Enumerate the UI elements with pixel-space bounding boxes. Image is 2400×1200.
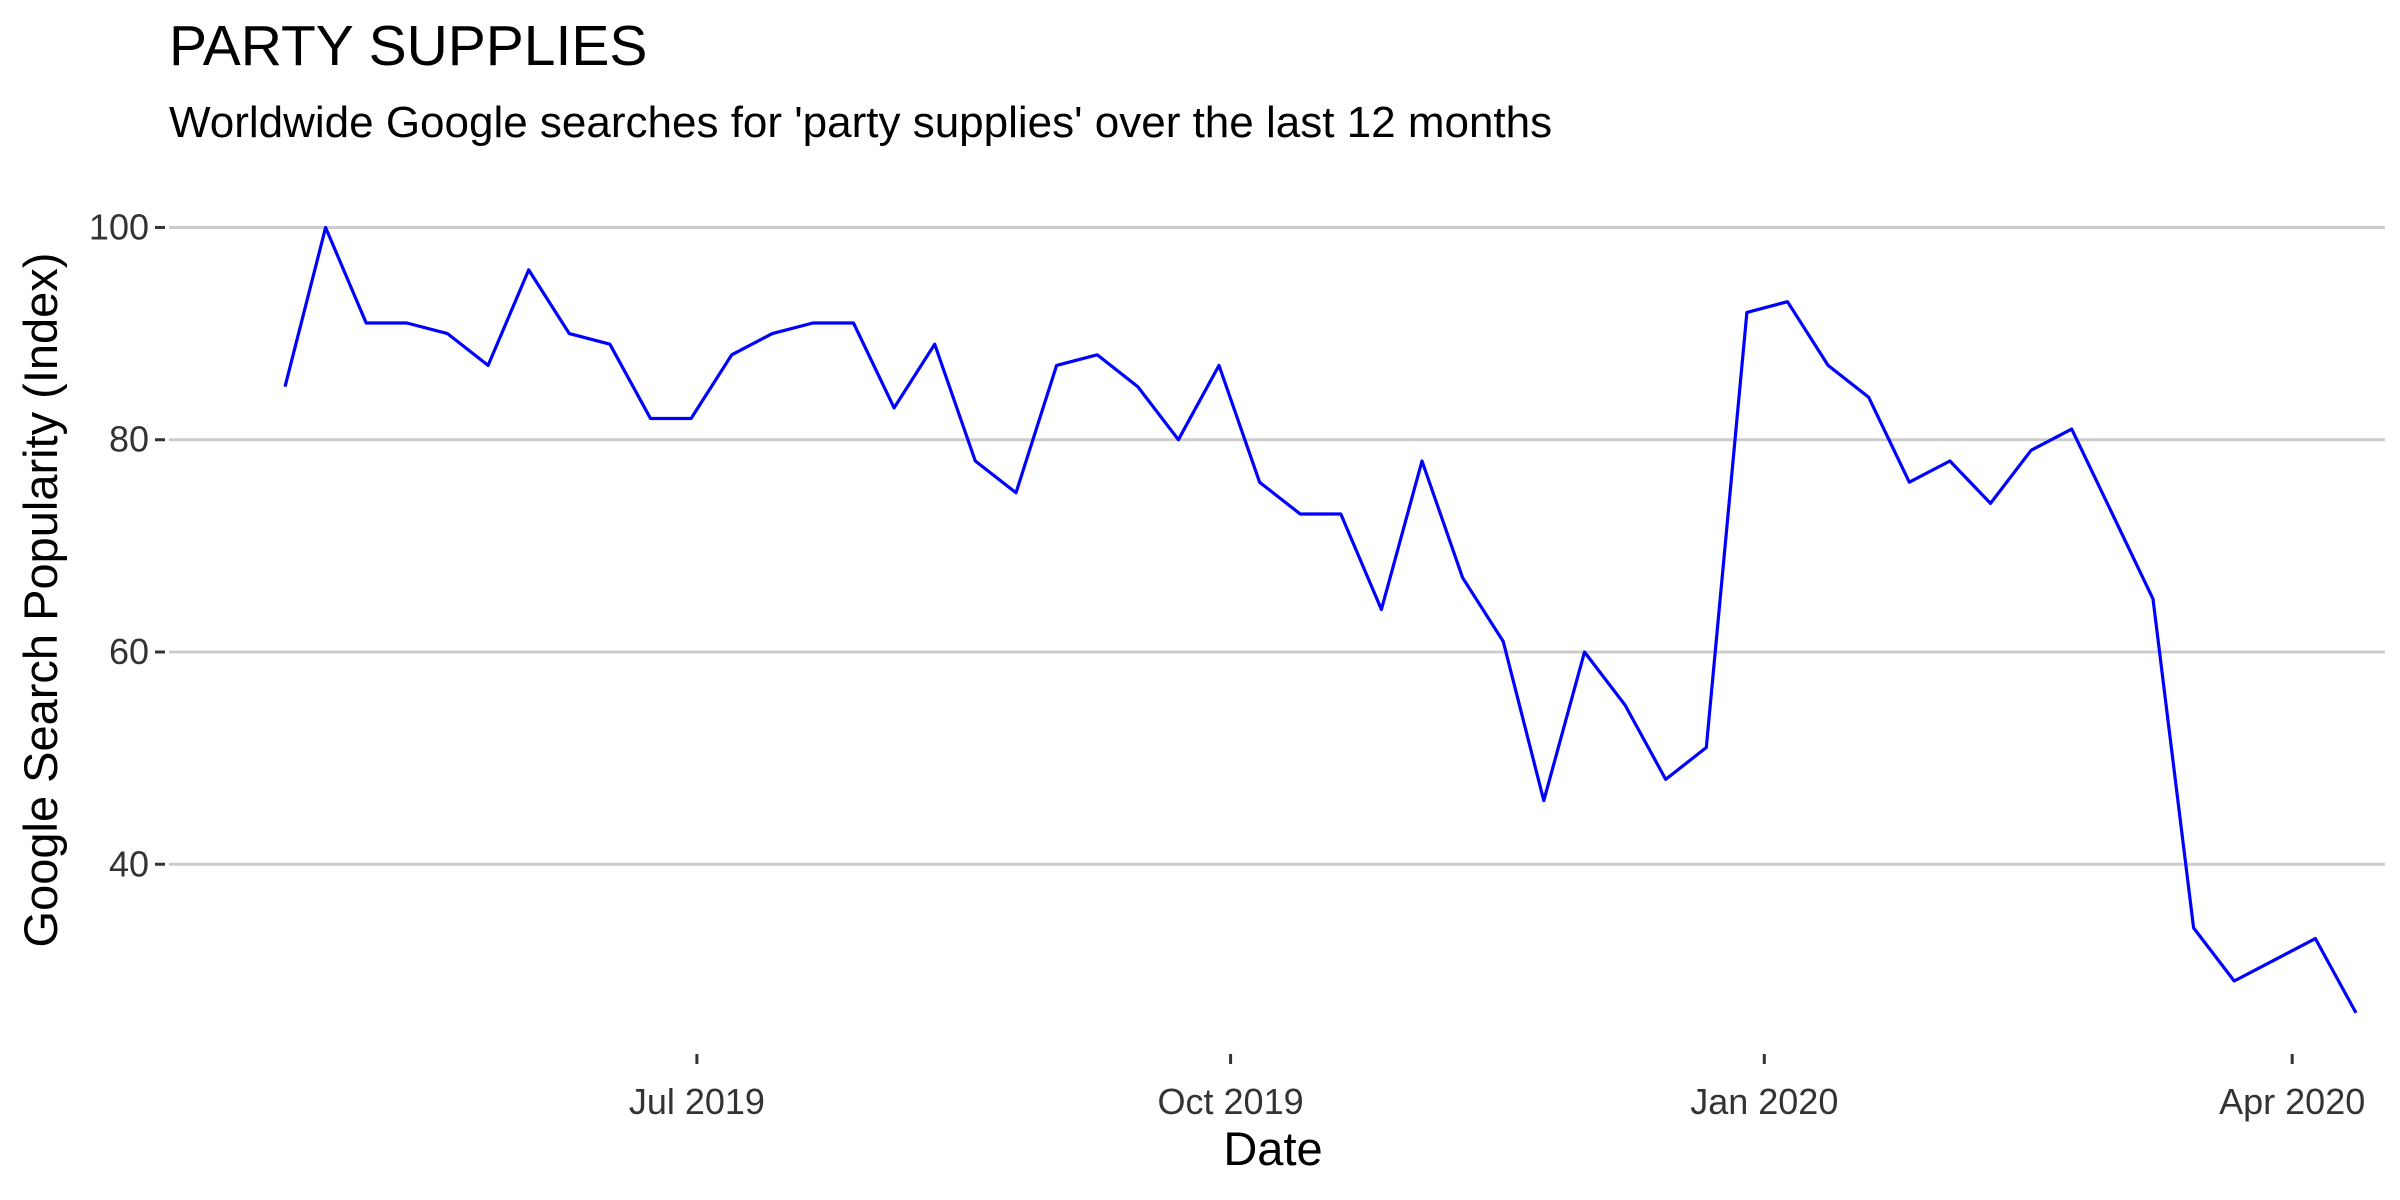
y-axis-title: Google Search Popularity (Index) [14, 253, 67, 948]
y-tick-label: 100 [89, 206, 149, 247]
x-tick-label: Jul 2019 [629, 1081, 765, 1122]
y-tick-label: 80 [109, 419, 149, 460]
chart-title: PARTY SUPPLIES [169, 14, 647, 78]
y-tick-label: 40 [109, 843, 149, 884]
x-tick-labels: Jul 2019 Oct 2019 Jan 2020 Apr 2020 [629, 1081, 2365, 1122]
y-tick-label: 60 [109, 631, 149, 672]
x-tick-label: Jan 2020 [1690, 1081, 1838, 1122]
x-tick-marks [695, 1054, 2294, 1064]
x-axis-title: Date [1223, 1122, 1322, 1175]
x-tick-label: Apr 2020 [2219, 1081, 2365, 1122]
series-layer [283, 225, 2358, 1014]
y-tick-labels: 40 60 80 100 [89, 206, 149, 884]
chart-subtitle: Worldwide Google searches for 'party sup… [169, 98, 1552, 147]
x-tick-label: Oct 2019 [1158, 1081, 1304, 1122]
y-gridlines [155, 225, 2385, 866]
series-line [283, 225, 2358, 1014]
